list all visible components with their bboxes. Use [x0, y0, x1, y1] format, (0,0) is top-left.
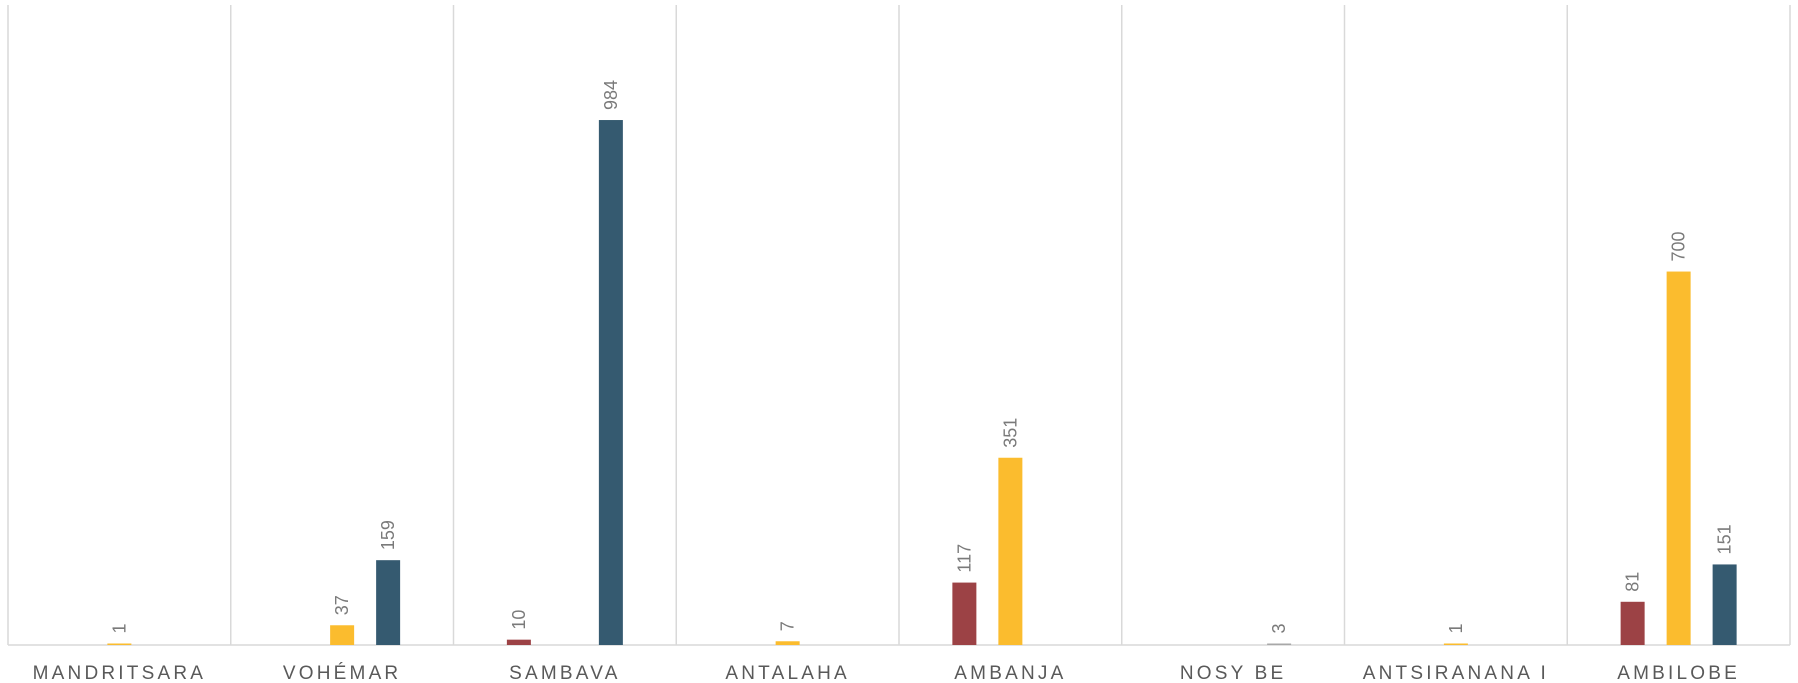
bar	[1443, 643, 1468, 645]
bars-layer	[107, 120, 1737, 645]
category-label: SAMBAVA	[509, 663, 620, 683]
data-labels-layer: 1 37 159 10 984 7 117 351 3 1 81 700 151	[109, 80, 1734, 634]
grid-layer	[7, 5, 1791, 646]
bar	[1666, 271, 1691, 645]
data-label: 7	[778, 621, 798, 631]
data-label: 984	[601, 80, 621, 110]
bar	[1620, 601, 1645, 645]
bar	[1267, 643, 1292, 645]
data-label: 159	[378, 520, 398, 550]
category-label: ANTALAHA	[725, 663, 850, 683]
data-label: 1	[1446, 623, 1466, 633]
bar	[376, 560, 401, 645]
data-label: 81	[1623, 572, 1643, 592]
data-label: 37	[332, 595, 352, 615]
category-label: NOSY BE	[1180, 663, 1287, 683]
data-label: 3	[1269, 623, 1289, 633]
bar	[952, 582, 977, 645]
bar	[107, 643, 132, 645]
bar	[1712, 564, 1737, 645]
data-label: 700	[1669, 232, 1689, 262]
category-labels-layer: MANDRITSARA VOHÉMAR SAMBAVA ANTALAHA AMBANJA…	[33, 663, 1740, 683]
data-label: 151	[1715, 524, 1735, 554]
category-label: AMBILOBE	[1617, 663, 1740, 683]
data-label: 1	[109, 623, 129, 633]
category-label: AMBANJA	[954, 663, 1066, 683]
category-label: MANDRITSARA	[33, 663, 207, 683]
bar	[775, 641, 800, 645]
bar	[598, 120, 623, 645]
data-label: 351	[1000, 418, 1020, 448]
bar	[330, 625, 355, 645]
category-label: ANTSIRANANA I	[1363, 663, 1549, 683]
bar	[998, 457, 1023, 645]
category-label: VOHÉMAR	[283, 663, 401, 683]
data-label: 117	[954, 544, 974, 573]
data-label: 10	[509, 610, 529, 630]
bar	[506, 639, 531, 645]
